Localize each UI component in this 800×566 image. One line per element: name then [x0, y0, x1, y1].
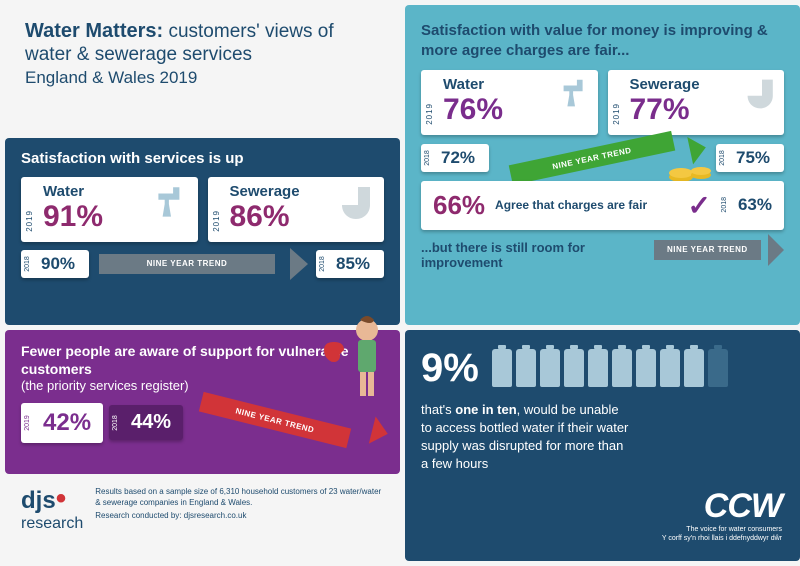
fair-text: Agree that charges are fair	[495, 198, 677, 212]
fair-pct: 66%	[433, 190, 485, 221]
aware-prev-pct: 44%	[131, 411, 171, 434]
sewerage-satisfaction-card: 2019 Sewerage 86%	[208, 177, 385, 242]
aware-cur-card: 2019 42%	[21, 403, 103, 443]
fair-prev-year: 2018	[721, 197, 728, 213]
trend-label: NINE YEAR TREND	[667, 245, 748, 254]
footnote: Results based on a sample size of 6,310 …	[95, 487, 384, 521]
satisfaction-title: Satisfaction with services is up	[21, 150, 384, 167]
header: Water Matters: customers' views of water…	[5, 5, 400, 133]
location-year: England & Wales 2019	[25, 68, 380, 88]
value-for-money-panel: Satisfaction with value for money is imp…	[405, 5, 800, 325]
red-trend-arrow: NINE YEAR TREND	[189, 408, 384, 438]
trend-label: NINE YEAR TREND	[147, 259, 228, 268]
bottle-icon	[612, 349, 632, 387]
djs-text: djs	[21, 487, 56, 514]
trend-label: NINE YEAR TREND	[235, 406, 315, 434]
bottle-icon	[636, 349, 656, 387]
fair-prev-pct: 63%	[738, 195, 772, 215]
tap-icon	[150, 183, 192, 225]
footnote-1: Results based on a sample size of 6,310 …	[95, 487, 384, 508]
prev-year: 2018	[719, 150, 726, 166]
ccw-text: CCW	[662, 487, 782, 526]
toilet-icon	[744, 76, 780, 112]
check-icon: ✓	[688, 189, 711, 222]
trend-arrow: NINE YEAR TREND	[99, 251, 306, 277]
bottles-pct: 9%	[421, 346, 479, 391]
aware-prev-card: 2018 44%	[109, 405, 183, 440]
person-phone-icon	[312, 312, 392, 402]
djs-sub: research	[21, 515, 83, 532]
year-tag: 2019	[425, 103, 434, 125]
room-improvement-text: ...but there is still room for improveme…	[421, 240, 646, 270]
satisfaction-panel: Satisfaction with services is up 2019 Wa…	[5, 138, 400, 325]
water-satisfaction-card: 2019 Water 91%	[21, 177, 198, 242]
aware-cur-pct: 42%	[43, 409, 91, 437]
toilet-icon	[338, 183, 378, 223]
sewerage-prev-pct: 85%	[336, 254, 374, 274]
ccw-line2: Y corff sy'n rhoi llais i ddefnyddwyr dŵ…	[662, 535, 782, 543]
bottle-icon	[684, 349, 704, 387]
aware-year: 2019	[24, 415, 31, 431]
bottles-panel: 9% that's one in ten, would be unable to…	[405, 330, 800, 561]
bottle-icon	[540, 349, 560, 387]
bottle-icon	[708, 349, 728, 387]
vfm-sewerage-prev-pct: 75%	[736, 148, 774, 168]
vfm-water-prev: 2018 72%	[421, 144, 489, 172]
bt-pre: that's	[421, 402, 455, 417]
bottle-icon	[516, 349, 536, 387]
fair-charges-card: 66% Agree that charges are fair ✓ 2018 6…	[421, 181, 784, 230]
year-tag: 2019	[212, 210, 221, 232]
bottle-icon	[588, 349, 608, 387]
footnote-2: Research conducted by: djsresearch.co.uk	[95, 511, 384, 521]
grey-trend-arrow: NINE YEAR TREND	[654, 237, 784, 263]
prev-year: 2018	[24, 256, 31, 272]
vfm-sewerage-card: 2019 Sewerage 77%	[608, 70, 785, 135]
bottles-text: that's one in ten, would be unable to ac…	[421, 401, 631, 474]
water-prev-pct: 90%	[41, 254, 79, 274]
green-trend-arrow: NINE YEAR TREND	[499, 143, 706, 173]
water-prev-card: 2018 90%	[21, 250, 89, 278]
vfm-sewerage-prev: 2018 75%	[716, 144, 784, 172]
bottle-icon	[660, 349, 680, 387]
footer: djs• research Results based on a sample …	[5, 479, 400, 561]
vfm-title: Satisfaction with value for money is imp…	[421, 21, 784, 62]
tap-icon	[556, 76, 594, 114]
awareness-panel: Fewer people are aware of support for vu…	[5, 330, 400, 475]
bottle-icon	[492, 349, 512, 387]
vfm-water-prev-pct: 72%	[441, 148, 479, 168]
vfm-water-card: 2019 Water 76%	[421, 70, 598, 135]
bottle-icon	[564, 349, 584, 387]
bt-bold: one in ten	[455, 402, 516, 417]
page-title: Water Matters: customers' views of water…	[25, 20, 380, 66]
aware-prev-year: 2018	[112, 415, 119, 431]
prev-year: 2018	[424, 150, 431, 166]
ccw-logo: CCW The voice for water consumers Y corf…	[662, 487, 782, 543]
prev-year: 2018	[319, 256, 326, 272]
ccw-line1: The voice for water consumers	[662, 526, 782, 534]
trend-label: NINE YEAR TREND	[552, 145, 633, 171]
sewerage-prev-card: 2018 85%	[316, 250, 384, 278]
bottles-icons	[492, 349, 728, 387]
year-tag: 2019	[612, 103, 621, 125]
title-bold: Water Matters:	[25, 20, 163, 42]
djs-logo: djs• research	[21, 487, 83, 533]
year-tag: 2019	[25, 210, 34, 232]
